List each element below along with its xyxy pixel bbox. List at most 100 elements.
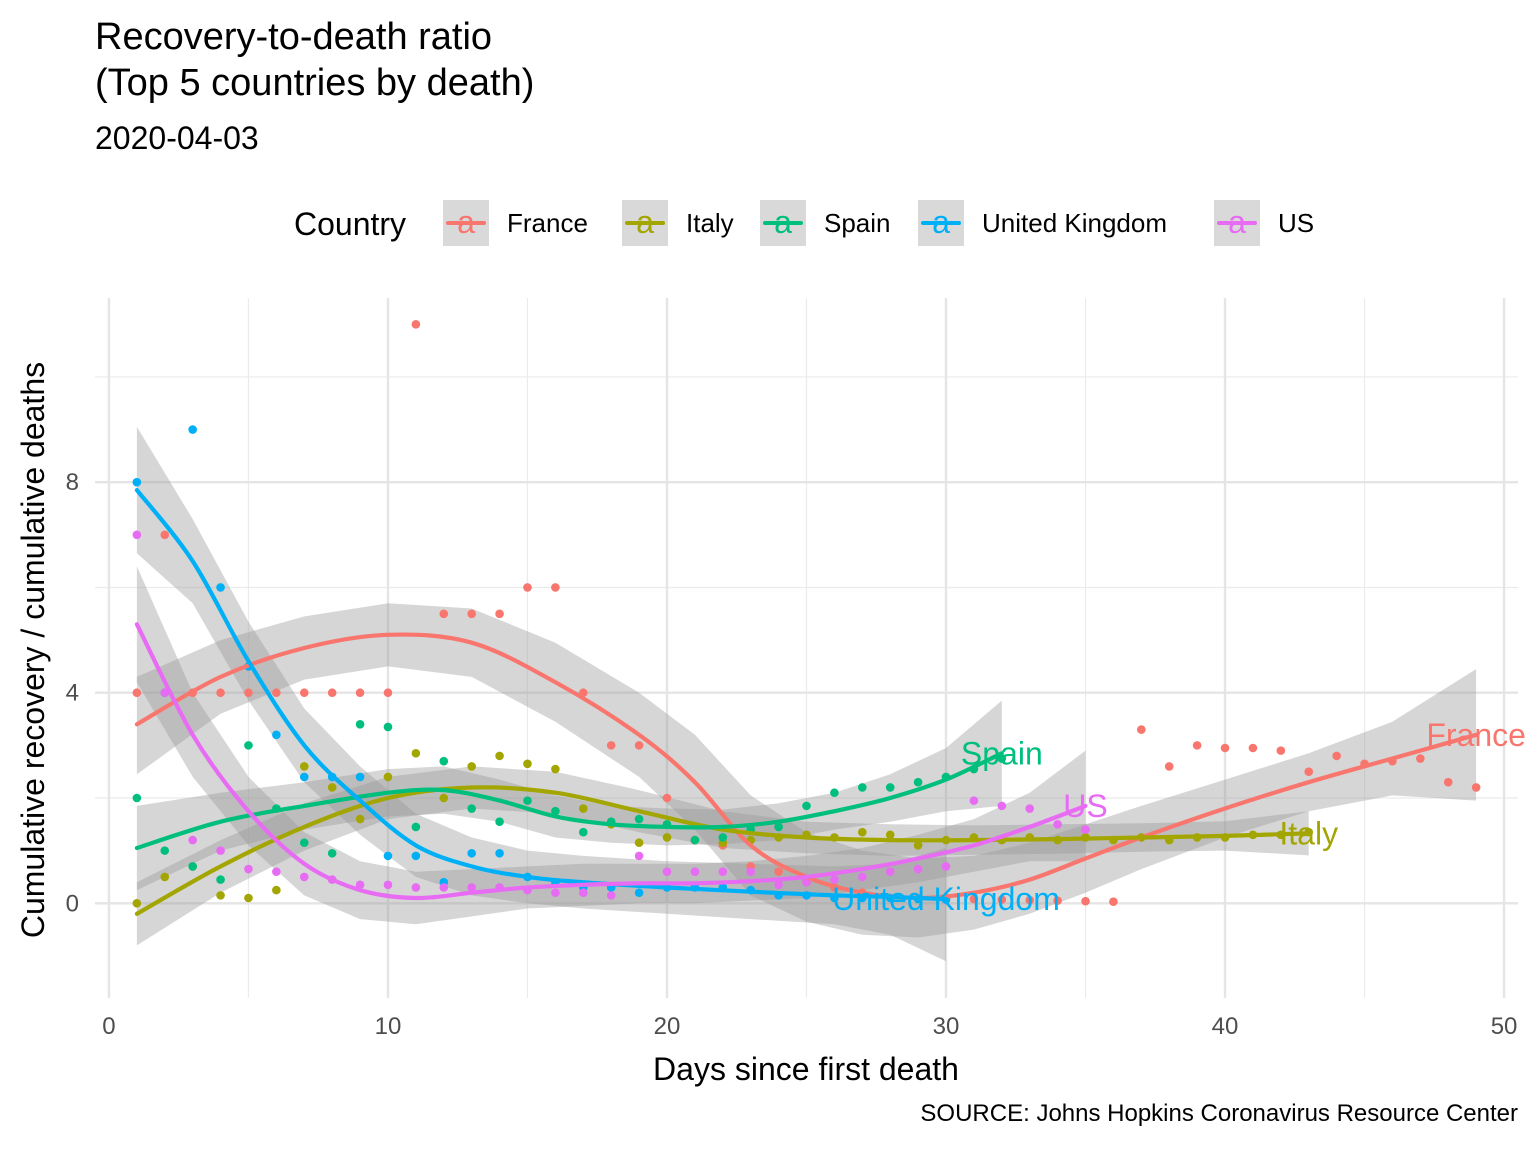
point-france xyxy=(244,688,253,698)
point-italy xyxy=(272,885,281,895)
chart-title: Recovery-to-death ratio (Top 5 countries… xyxy=(95,16,535,104)
point-united-kingdom xyxy=(495,848,504,858)
point-france xyxy=(1220,743,1230,753)
point-france xyxy=(1081,896,1090,906)
point-spain xyxy=(495,817,504,826)
end-label-spain: Spain xyxy=(961,735,1043,771)
legend-title: Country xyxy=(294,206,407,242)
point-us xyxy=(690,867,700,876)
point-france xyxy=(132,688,142,698)
point-france xyxy=(1276,746,1286,755)
point-france xyxy=(272,688,281,698)
point-spain xyxy=(774,822,783,832)
point-italy xyxy=(662,833,672,842)
point-us xyxy=(299,872,309,882)
point-italy xyxy=(578,804,588,813)
point-france xyxy=(969,894,979,904)
point-france xyxy=(1025,895,1035,905)
chart-subtitle: 2020-04-03 xyxy=(95,120,259,156)
point-spain xyxy=(188,862,197,871)
x-tick-label: 50 xyxy=(1491,1013,1518,1040)
point-us xyxy=(941,862,951,871)
point-us xyxy=(132,530,142,540)
point-france xyxy=(411,320,421,329)
point-us xyxy=(858,872,867,882)
point-france xyxy=(1109,897,1118,906)
legend-key-spain: a xyxy=(760,200,806,246)
point-spain xyxy=(299,838,309,848)
point-us xyxy=(244,864,253,874)
point-spain xyxy=(383,722,393,732)
legend-key-italy: a xyxy=(622,200,668,246)
trend-line-spain xyxy=(134,751,1004,851)
point-france xyxy=(495,609,504,619)
point-spain xyxy=(523,796,532,805)
point-us xyxy=(1053,820,1062,829)
point-italy xyxy=(383,772,393,782)
source-caption: SOURCE: Johns Hopkins Coronavirus Resour… xyxy=(920,1100,1518,1127)
trend-line-us xyxy=(134,622,1088,901)
x-axis-label: Days since first death xyxy=(653,1051,959,1087)
point-france xyxy=(1137,725,1146,734)
legend-label-france: France xyxy=(507,208,588,238)
point-spain xyxy=(913,777,923,787)
point-france xyxy=(1248,743,1258,753)
point-italy xyxy=(913,841,923,850)
point-france xyxy=(383,688,393,698)
trend-line-united-kingdom xyxy=(134,488,949,902)
point-spain xyxy=(132,793,142,803)
band-united-kingdom xyxy=(136,426,946,962)
point-france xyxy=(606,741,616,750)
y-axis-label: Cumulative recovery / cumulative deaths xyxy=(15,362,51,938)
point-italy xyxy=(355,814,365,824)
point-italy xyxy=(551,764,560,774)
point-spain xyxy=(551,806,560,816)
end-label-us: US xyxy=(1063,788,1107,824)
legend-label-united-kingdom: United Kingdom xyxy=(982,208,1167,238)
point-italy xyxy=(327,783,337,792)
point-united-kingdom xyxy=(467,848,476,858)
legend-key-us: a xyxy=(1214,200,1260,246)
point-france xyxy=(1192,741,1202,750)
point-spain xyxy=(411,822,421,832)
point-france xyxy=(327,688,337,698)
point-us xyxy=(578,888,588,898)
grid-lines xyxy=(95,298,1518,998)
legend-label-italy: Italy xyxy=(686,208,734,238)
point-us xyxy=(439,883,449,892)
point-us xyxy=(885,867,895,876)
legend-label-us: US xyxy=(1278,208,1315,238)
point-spain xyxy=(830,788,839,798)
point-spain xyxy=(690,835,700,845)
point-us xyxy=(718,867,728,876)
point-united-kingdom xyxy=(216,583,225,592)
point-united-kingdom xyxy=(272,730,281,740)
point-italy xyxy=(132,898,142,908)
point-italy xyxy=(411,748,421,758)
point-us xyxy=(774,880,783,890)
legend-label-spain: Spain xyxy=(824,208,891,238)
point-us xyxy=(216,846,225,855)
point-france xyxy=(1164,762,1174,771)
point-united-kingdom xyxy=(299,772,309,782)
point-france xyxy=(774,867,783,876)
point-france xyxy=(1053,896,1062,905)
y-tick-label: 4 xyxy=(66,680,79,707)
point-spain xyxy=(327,848,337,858)
legend-key-united-kingdom: a xyxy=(918,200,964,246)
point-france xyxy=(299,688,309,698)
point-united-kingdom xyxy=(132,477,142,487)
point-spain xyxy=(802,801,811,811)
series-end-labels: France Italy Spain United Kingdom US xyxy=(832,717,1526,917)
point-us xyxy=(662,867,672,876)
point-us xyxy=(411,883,421,892)
point-france xyxy=(551,583,560,592)
band-france xyxy=(136,603,1477,938)
point-united-kingdom xyxy=(188,425,197,434)
end-label-france: France xyxy=(1426,717,1526,753)
point-us xyxy=(746,867,755,876)
point-spain xyxy=(858,783,867,792)
trend-lines xyxy=(134,488,1479,916)
y-tick-label: 0 xyxy=(66,890,79,917)
point-us xyxy=(1081,825,1090,834)
